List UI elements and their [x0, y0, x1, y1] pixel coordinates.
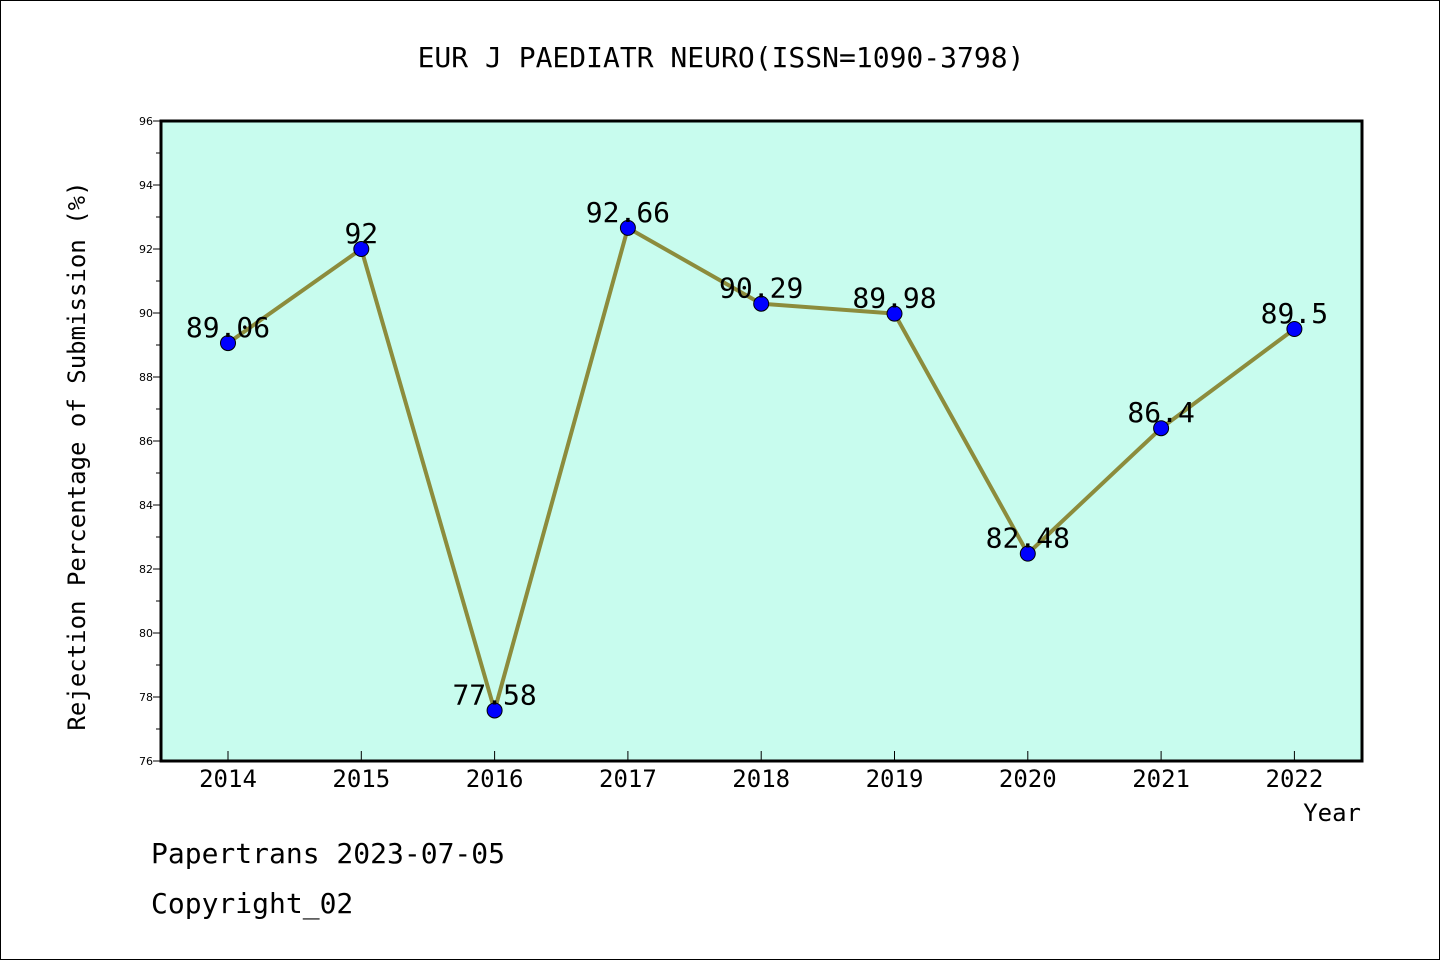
data-point [353, 241, 370, 257]
data-point [220, 335, 236, 352]
data-point [1153, 420, 1170, 437]
data-label: 92.66 [586, 196, 670, 229]
data-label: 86.4 [1127, 396, 1194, 429]
x-tick-label: 2017 [599, 765, 657, 793]
data-point [486, 702, 503, 719]
data-label: 92 [344, 217, 378, 250]
data-label: 77.58 [452, 678, 536, 711]
y-axis: 76 78 80 82 84 86 88 90 92 94 96 [139, 115, 161, 768]
data-point [1286, 321, 1303, 337]
x-tick-label: 2019 [866, 765, 924, 793]
y-tick-label: 90 [139, 307, 153, 320]
data-point [619, 219, 636, 236]
y-tick-label: 94 [139, 179, 153, 192]
x-tick-label: 2015 [332, 765, 390, 793]
y-tick-label: 82 [139, 563, 153, 576]
x-tick-label: 2020 [999, 765, 1057, 793]
chart-title: EUR J PAEDIATR NEURO(ISSN=1090-3798) [418, 41, 1025, 74]
x-tick-label: 2022 [1266, 765, 1324, 793]
y-tick-label: 96 [139, 115, 153, 128]
data-point [886, 305, 903, 322]
data-label: 89.98 [852, 282, 936, 315]
y-tick-label: 80 [139, 627, 153, 640]
x-tick-label: 2021 [1132, 765, 1190, 793]
data-point [1019, 545, 1036, 562]
data-labels: 89.06 92 77.58 92.66 90.29 89.98 82.48 86.4 89.5 [186, 196, 1328, 712]
y-tick-label: 84 [139, 499, 153, 512]
data-label: 82.48 [986, 522, 1070, 555]
x-tick-label: 2016 [466, 765, 524, 793]
y-tick-label: 78 [139, 691, 153, 704]
data-label: 89.5 [1261, 297, 1328, 330]
plot-area [159, 119, 1364, 763]
y-tick-label: 86 [139, 435, 153, 448]
data-label: 89.06 [186, 311, 270, 344]
y-tick-label: 76 [139, 755, 153, 768]
y-tick-label: 92 [139, 243, 153, 256]
y-tick-label: 88 [139, 371, 153, 384]
data-points [220, 219, 1303, 719]
x-axis-label: Year [1303, 799, 1361, 827]
data-point [753, 295, 770, 312]
footer-copyright: Copyright_02 [151, 887, 354, 920]
data-label: 90.29 [719, 272, 803, 305]
footer-watermark: Papertrans 2023-07-05 [151, 837, 506, 870]
x-axis: 2014 2015 2016 2017 2018 2019 2020 2021 2022 [199, 751, 1323, 793]
y-axis-label: Rejection Percentage of Submission (%) [63, 181, 91, 730]
x-tick-label: 2018 [732, 765, 790, 793]
x-tick-label: 2014 [199, 765, 257, 793]
